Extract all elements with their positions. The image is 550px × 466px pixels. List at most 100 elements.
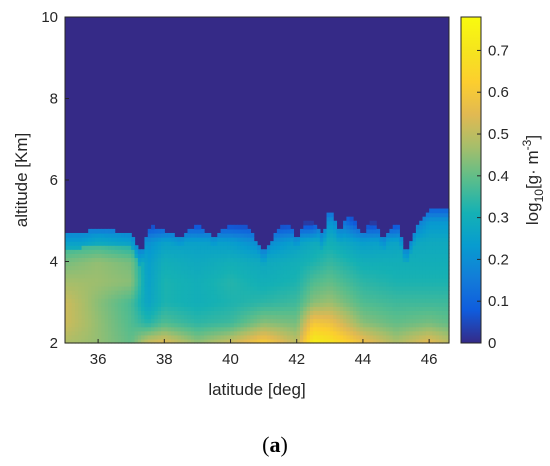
heatmap-cell xyxy=(117,314,122,320)
heatmap-cell xyxy=(154,326,159,332)
heatmap-cell xyxy=(419,326,424,332)
heatmap-cell xyxy=(386,310,391,316)
heatmap-cell xyxy=(74,245,79,250)
heatmap-cell xyxy=(124,298,129,303)
heatmap-cell xyxy=(273,257,278,263)
heatmap-cell xyxy=(253,281,258,287)
heatmap-cell xyxy=(349,302,354,307)
heatmap-cell xyxy=(167,273,172,279)
heatmap-cell xyxy=(293,237,298,242)
heatmap-cell xyxy=(376,257,381,263)
heatmap-cell xyxy=(290,302,295,307)
heatmap-cell xyxy=(240,232,245,238)
heatmap-cell xyxy=(369,277,374,283)
heatmap-cell xyxy=(68,281,73,287)
heatmap-cell xyxy=(240,314,245,320)
heatmap-cell xyxy=(71,273,76,279)
heatmap-cell xyxy=(170,318,175,324)
heatmap-cell xyxy=(432,261,437,267)
heatmap-cell xyxy=(223,294,228,299)
heatmap-cell xyxy=(306,302,311,307)
heatmap-cell xyxy=(366,245,371,250)
heatmap-cell xyxy=(137,314,142,320)
heatmap-cell xyxy=(98,298,103,303)
heatmap-cell xyxy=(111,237,116,242)
heatmap-cell xyxy=(353,338,357,344)
heatmap-cell xyxy=(184,290,189,295)
heatmap-cell xyxy=(349,326,354,332)
heatmap-cell xyxy=(303,314,308,320)
heatmap-cell xyxy=(207,265,212,271)
colorbar xyxy=(460,16,482,344)
heatmap-cell xyxy=(81,285,86,291)
heatmap-cell xyxy=(379,302,384,307)
heatmap-cell xyxy=(425,294,430,299)
heatmap-cell xyxy=(349,224,354,230)
heatmap-cell xyxy=(419,294,424,299)
heatmap-cell xyxy=(253,261,258,267)
heatmap-cell xyxy=(379,273,384,279)
heatmap-cell xyxy=(303,245,308,250)
heatmap-cell xyxy=(117,273,122,279)
heatmap-cell xyxy=(266,302,271,307)
heatmap-cell xyxy=(124,334,129,340)
heatmap-cell xyxy=(204,273,208,279)
heatmap-cell xyxy=(174,265,179,271)
heatmap-cell xyxy=(101,277,106,283)
heatmap-cell xyxy=(409,326,414,332)
heatmap-cell xyxy=(445,261,450,267)
heatmap-cell xyxy=(194,330,199,336)
heatmap-cell xyxy=(170,322,175,328)
heatmap-cell xyxy=(68,232,73,238)
heatmap-cell xyxy=(386,302,391,307)
heatmap-cell xyxy=(101,298,106,303)
heatmap-cell xyxy=(127,281,132,287)
heatmap-cell xyxy=(151,237,155,242)
heatmap-cell xyxy=(207,338,212,344)
heatmap-cell xyxy=(164,330,169,336)
heatmap-cell xyxy=(333,257,338,263)
heatmap-cell xyxy=(316,285,321,291)
heatmap-cell xyxy=(233,322,238,328)
heatmap-cell xyxy=(353,326,357,332)
heatmap-cell xyxy=(286,265,291,271)
heatmap-cell xyxy=(84,330,89,336)
heatmap-cell xyxy=(266,298,271,303)
heatmap-cell xyxy=(65,281,69,287)
heatmap-cell xyxy=(243,257,248,263)
heatmap-cell xyxy=(223,298,228,303)
heatmap-cell xyxy=(164,285,169,291)
heatmap-cell xyxy=(372,306,377,311)
heatmap-cell xyxy=(290,314,295,320)
heatmap-cell xyxy=(111,269,116,275)
heatmap-cell xyxy=(319,269,324,275)
heatmap-cell xyxy=(273,277,278,283)
heatmap-cell xyxy=(356,249,361,254)
heatmap-cell xyxy=(323,261,328,267)
heatmap-cell xyxy=(356,273,361,279)
heatmap-cell xyxy=(240,261,245,267)
heatmap-cell xyxy=(108,273,112,279)
heatmap-cell xyxy=(197,338,202,344)
heatmap-cell xyxy=(237,285,242,291)
heatmap-cell xyxy=(412,314,417,320)
heatmap-cell xyxy=(91,228,96,234)
heatmap-cell xyxy=(177,257,182,263)
heatmap-cell xyxy=(366,298,371,303)
heatmap-cell xyxy=(65,310,69,316)
heatmap-cell xyxy=(270,302,275,307)
heatmap-cell xyxy=(114,318,119,324)
heatmap-cell xyxy=(306,261,311,267)
heatmap-cell xyxy=(81,330,86,336)
heatmap-cell xyxy=(257,281,261,287)
heatmap-cell xyxy=(379,253,384,259)
heatmap-cell xyxy=(405,277,410,283)
heatmap-cell xyxy=(286,322,291,328)
heatmap-cell xyxy=(237,314,242,320)
heatmap-cell xyxy=(442,326,447,332)
heatmap-cell xyxy=(333,285,338,291)
heatmap-cell xyxy=(415,294,420,299)
heatmap-cell xyxy=(227,294,232,299)
heatmap-cell xyxy=(108,290,112,295)
heatmap-cell xyxy=(71,298,76,303)
